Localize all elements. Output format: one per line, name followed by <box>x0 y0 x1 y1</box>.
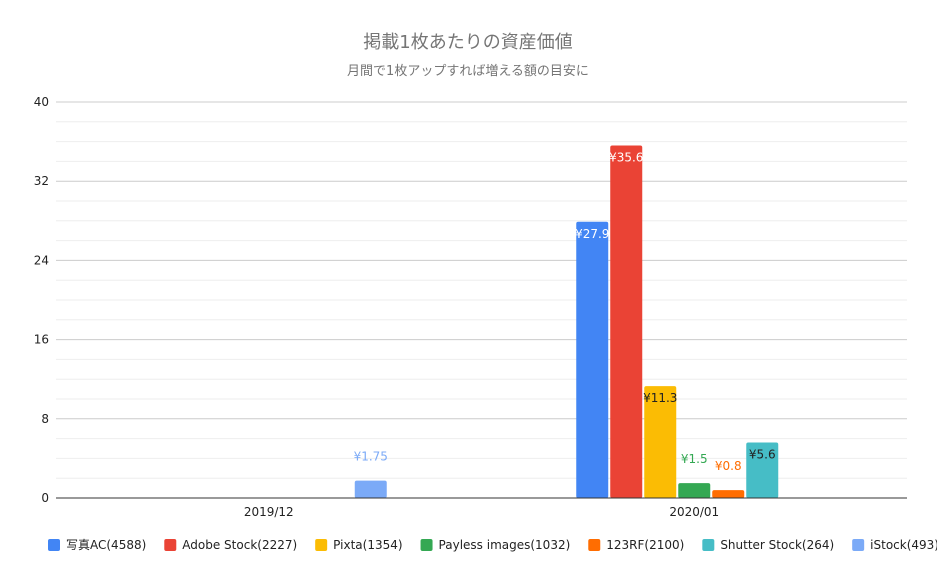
legend-item[interactable]: Shutter Stock(264) <box>702 538 834 552</box>
legend-swatch <box>702 539 715 551</box>
y-tick-label: 32 <box>34 174 49 188</box>
bar <box>354 480 387 498</box>
chart-subtitle: 月間で1枚アップすれば増える額の目安に <box>347 64 589 79</box>
legend-swatch <box>48 539 60 551</box>
legend-swatch <box>164 539 177 551</box>
data-label: ¥0.8 <box>715 459 742 473</box>
x-category-label: 2019/12 <box>244 505 294 519</box>
legend-label: iStock(493) <box>870 538 937 552</box>
data-labels: ¥1.75 ¥27.9 ¥35.6 ¥11.3 ¥1.5 ¥0.8 ¥5.6 <box>354 151 776 474</box>
chart-title: 掲載1枚あたりの資産価値 <box>363 32 572 53</box>
y-axis-ticks: 0 8 16 24 32 40 <box>34 95 49 505</box>
legend-label: Payless images(1032) <box>439 538 571 552</box>
x-axis-categories: 2019/12 2020/01 <box>244 505 719 519</box>
x-category-label: 2020/01 <box>669 505 719 519</box>
bar <box>712 490 745 498</box>
legend-label: Shutter Stock(264) <box>720 538 834 552</box>
data-label: ¥1.5 <box>681 452 708 466</box>
data-label: ¥5.6 <box>749 448 776 462</box>
bar <box>610 145 643 498</box>
bar <box>576 221 609 499</box>
legend-item[interactable]: 写真AC(4588) <box>48 538 146 552</box>
y-tick-label: 24 <box>34 253 49 267</box>
y-tick-label: 40 <box>34 95 49 109</box>
legend-label: 写真AC(4588) <box>66 538 146 552</box>
legend-item[interactable]: Adobe Stock(2227) <box>164 538 297 552</box>
legend-item[interactable]: iStock(493) <box>852 538 937 552</box>
legend-item[interactable]: Payless images(1032) <box>420 538 571 552</box>
y-tick-label: 16 <box>34 333 49 347</box>
data-label: ¥11.3 <box>643 391 677 405</box>
bar <box>746 442 779 498</box>
legend-label: Pixta(1354) <box>333 538 402 552</box>
legend-item[interactable]: Pixta(1354) <box>315 538 403 552</box>
legend-item[interactable]: 123RF(2100) <box>588 538 684 552</box>
data-label: ¥27.9 <box>575 227 609 241</box>
legend-swatch <box>852 539 865 551</box>
gridlines <box>56 101 907 479</box>
legend[interactable]: 写真AC(4588) Adobe Stock(2227) Pixta(1354) Pa… <box>48 538 937 552</box>
bar <box>678 483 711 498</box>
bar <box>644 386 677 498</box>
y-tick-label: 0 <box>41 491 49 505</box>
legend-label: 123RF(2100) <box>606 538 684 552</box>
legend-label: Adobe Stock(2227) <box>182 538 297 552</box>
bars <box>354 145 779 499</box>
y-tick-label: 8 <box>41 412 49 426</box>
legend-swatch <box>315 539 328 551</box>
data-label: ¥35.6 <box>609 151 643 165</box>
legend-swatch <box>420 539 433 551</box>
data-label: ¥1.75 <box>354 450 388 464</box>
legend-swatch <box>588 539 601 551</box>
